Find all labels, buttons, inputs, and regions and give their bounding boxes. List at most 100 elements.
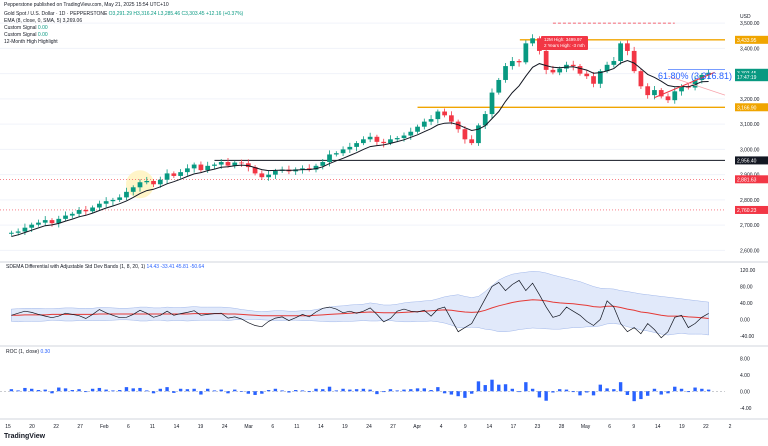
roc-bar[interactable] <box>612 389 616 392</box>
candle[interactable] <box>489 92 495 115</box>
roc-bar[interactable] <box>212 390 217 392</box>
candle[interactable] <box>212 164 217 166</box>
roc-bar[interactable] <box>382 391 386 393</box>
roc-bar[interactable] <box>422 388 426 392</box>
roc-bar[interactable] <box>646 391 650 396</box>
candle[interactable] <box>124 191 129 198</box>
candle[interactable] <box>76 210 82 214</box>
roc-bar[interactable] <box>456 391 460 397</box>
roc-bar[interactable] <box>564 389 569 392</box>
roc-bar[interactable] <box>497 384 501 392</box>
roc-bar[interactable] <box>578 391 582 396</box>
roc-bar[interactable] <box>571 391 575 393</box>
roc-bar[interactable] <box>30 388 34 392</box>
candle[interactable] <box>327 154 332 163</box>
candle[interactable] <box>530 38 535 44</box>
candle[interactable] <box>543 50 549 70</box>
roc-bar[interactable] <box>84 391 88 393</box>
candle[interactable] <box>449 115 454 122</box>
candle[interactable] <box>69 213 75 216</box>
main-pane[interactable] <box>0 22 726 237</box>
roc-bar[interactable] <box>314 388 318 392</box>
roc-bar[interactable] <box>632 391 636 402</box>
roc-pane[interactable] <box>0 379 725 402</box>
roc-bar[interactable] <box>517 391 521 393</box>
candle[interactable] <box>225 162 231 166</box>
sdema-line[interactable] <box>11 279 709 339</box>
std-dev-band[interactable] <box>11 271 709 336</box>
roc-bar[interactable] <box>172 391 176 393</box>
roc-bar[interactable] <box>307 391 311 393</box>
roc-bar[interactable] <box>118 390 122 392</box>
roc-bar[interactable] <box>158 388 162 392</box>
price-axis-label[interactable]: 17:47:19 <box>735 73 768 82</box>
roc-bar[interactable] <box>97 387 102 392</box>
price-axis-label[interactable]: 2,760.23 <box>735 205 768 214</box>
roc-bar[interactable] <box>178 388 183 392</box>
candle[interactable] <box>469 139 475 144</box>
roc-bar[interactable] <box>558 389 562 392</box>
roc-bar[interactable] <box>449 391 454 395</box>
candle[interactable] <box>476 125 481 144</box>
candle[interactable] <box>672 91 678 101</box>
candle[interactable] <box>259 173 265 178</box>
roc-bar[interactable] <box>63 388 68 392</box>
candle[interactable] <box>130 187 136 192</box>
candle[interactable] <box>361 139 366 144</box>
roc-bar[interactable] <box>192 388 196 392</box>
roc-bar[interactable] <box>327 386 332 392</box>
candle[interactable] <box>618 43 623 62</box>
candle[interactable] <box>191 164 197 169</box>
sdema-legend[interactable]: SDEMA Differential with Adjustable Std D… <box>6 264 204 270</box>
roc-bar[interactable] <box>510 388 514 392</box>
roc-bar[interactable] <box>585 391 589 393</box>
roc-bar[interactable] <box>442 391 447 394</box>
candle[interactable] <box>49 220 55 224</box>
roc-bar[interactable] <box>659 391 663 395</box>
roc-bar[interactable] <box>165 387 169 392</box>
candle[interactable] <box>151 180 156 185</box>
roc-bar[interactable] <box>151 391 156 394</box>
candle[interactable] <box>320 162 326 166</box>
roc-bar[interactable] <box>409 389 413 392</box>
candle[interactable] <box>252 167 258 174</box>
roc-bar[interactable] <box>199 391 203 395</box>
roc-bar[interactable] <box>598 384 602 392</box>
candle[interactable] <box>537 38 542 51</box>
roc-bar[interactable] <box>233 389 237 392</box>
custom-signal-2[interactable]: Custom Signal 0.00 <box>4 32 48 39</box>
candle[interactable] <box>557 68 563 73</box>
roc-bar[interactable] <box>124 387 129 392</box>
time-axis[interactable]: 15 20 22 27 Feb 6 11 14 19 24 Mar 6 11 14 19 24 27 Apr 4 9 1… <box>5 424 731 430</box>
candle[interactable] <box>652 90 657 96</box>
roc-bar[interactable] <box>537 391 542 398</box>
roc-bar[interactable] <box>226 391 230 394</box>
candle[interactable] <box>516 61 522 63</box>
candle[interactable] <box>638 71 644 87</box>
custom-signal-1[interactable]: Custom Signal 0.00 <box>4 25 48 32</box>
candle[interactable] <box>340 149 346 154</box>
candle[interactable] <box>42 220 48 223</box>
candle[interactable] <box>347 146 353 150</box>
candle[interactable] <box>198 164 204 171</box>
candle[interactable] <box>388 139 393 144</box>
candle[interactable] <box>415 126 420 132</box>
roc-bar[interactable] <box>388 389 393 392</box>
roc-bar[interactable] <box>185 389 190 392</box>
candle[interactable] <box>591 76 596 84</box>
roc-bar[interactable] <box>415 388 420 392</box>
candle[interactable] <box>577 66 583 74</box>
roc-bar[interactable] <box>266 390 271 392</box>
sdema-pane[interactable] <box>11 271 709 339</box>
candle[interactable] <box>428 119 434 122</box>
roc-bar[interactable] <box>206 388 210 392</box>
candle[interactable] <box>679 86 684 92</box>
price-axis-label[interactable]: 2,881.63 <box>735 175 768 184</box>
roc-bar[interactable] <box>138 387 142 392</box>
candle[interactable] <box>658 90 664 97</box>
candle[interactable] <box>523 43 529 63</box>
roc-bar[interactable] <box>524 382 528 392</box>
candle[interactable] <box>408 131 414 136</box>
roc-bar[interactable] <box>368 389 372 392</box>
